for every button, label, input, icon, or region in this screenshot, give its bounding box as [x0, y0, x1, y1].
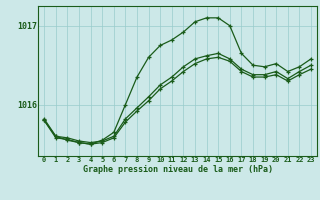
X-axis label: Graphe pression niveau de la mer (hPa): Graphe pression niveau de la mer (hPa): [83, 165, 273, 174]
